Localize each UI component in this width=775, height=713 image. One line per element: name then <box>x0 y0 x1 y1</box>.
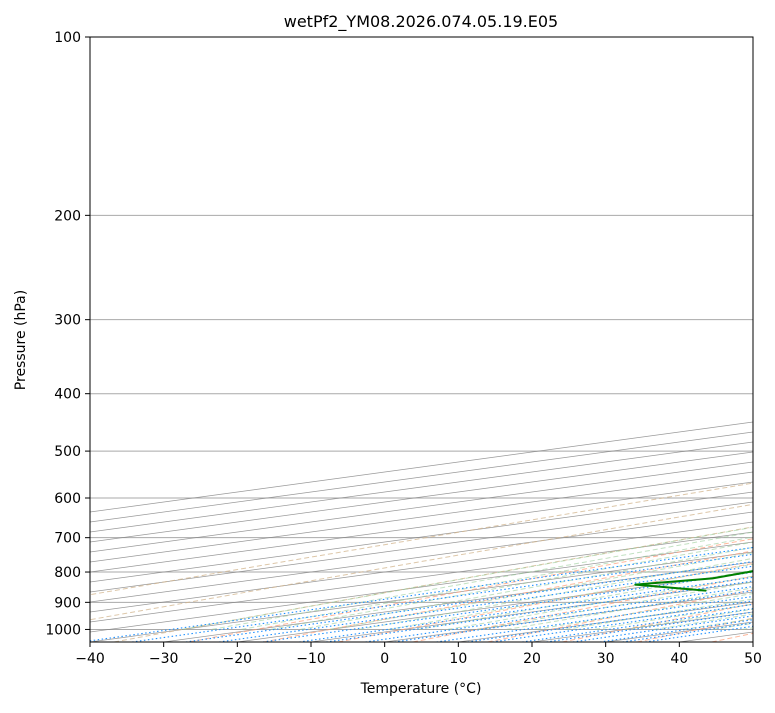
y-tick-label: 1000 <box>45 622 81 638</box>
x-tick-label: 0 <box>380 651 389 667</box>
x-axis-ticks: −40 −30 −20 −10 0 10 20 30 40 50 <box>75 642 762 667</box>
y-tick-label: 200 <box>54 208 81 224</box>
y-axis-label: Pressure (hPa) <box>13 290 29 390</box>
x-tick-label: 40 <box>670 651 688 667</box>
x-tick-label: −30 <box>149 651 179 667</box>
y-tick-label: 600 <box>54 491 81 507</box>
x-tick-label: 10 <box>449 651 467 667</box>
isotherm-line <box>753 37 775 642</box>
plot-background <box>90 37 753 642</box>
y-tick-label: 800 <box>54 565 81 581</box>
y-axis-ticks: 100 200 300 400 500 600 700 800 900 1000 <box>45 30 90 638</box>
x-axis-label: Temperature (°C) <box>360 681 482 697</box>
y-tick-label: 100 <box>54 30 81 46</box>
x-tick-label: −10 <box>296 651 326 667</box>
x-tick-label: 30 <box>597 651 615 667</box>
y-tick-label: 400 <box>54 387 81 403</box>
chart-title: wetPf2_YM08.2026.074.05.19.E05 <box>284 12 558 32</box>
y-tick-label: 500 <box>54 444 81 460</box>
y-tick-label: 900 <box>54 595 81 611</box>
x-tick-label: −40 <box>75 651 105 667</box>
y-tick-label: 700 <box>54 531 81 547</box>
x-tick-label: −20 <box>223 651 253 667</box>
x-tick-label: 20 <box>523 651 541 667</box>
y-tick-label: 300 <box>54 313 81 329</box>
x-tick-label: 50 <box>744 651 762 667</box>
